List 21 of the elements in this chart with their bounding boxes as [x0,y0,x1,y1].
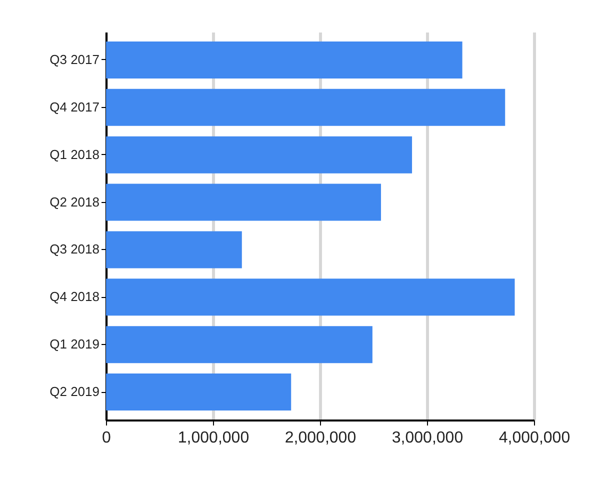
bar [106,41,462,78]
x-tick-label: 1,000,000 [178,430,250,446]
bar [106,136,412,174]
bar [106,326,372,364]
bar [106,231,242,268]
bar [106,374,292,411]
bar [106,184,381,221]
y-tick-label: Q4 2018 [50,289,100,304]
y-tick-label: Q1 2019 [50,336,100,352]
x-tick-label: 3,000,000 [392,430,464,446]
x-tick-label: 2,000,000 [284,430,356,446]
y-tick-label: Q2 2018 [50,194,100,210]
y-tick-label: Q3 2017 [50,52,100,67]
x-tick-label: 0 [102,430,112,446]
y-tick-label: Q4 2017 [50,99,100,114]
x-tick-label: 4,000,000 [498,430,570,446]
bar [106,88,506,126]
bar [106,278,515,316]
y-tick-label: Q3 2018 [50,242,100,257]
y-tick-label: Q2 2019 [50,384,100,400]
y-tick-label: Q1 2018 [50,146,100,162]
